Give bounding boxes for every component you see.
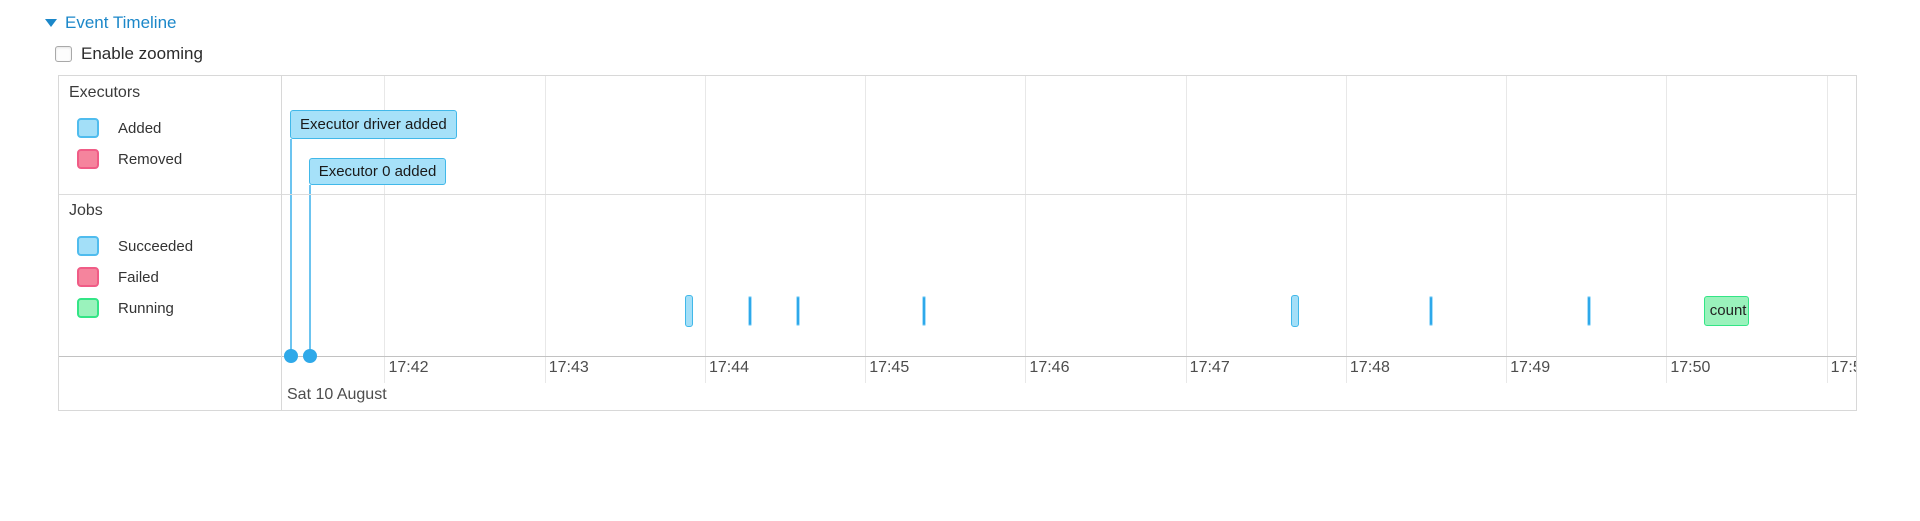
axis-tick (1506, 357, 1508, 383)
legend-swatch-added-icon (77, 118, 99, 138)
legend-swatch-removed-icon (77, 149, 99, 169)
enable-zooming-label[interactable]: Enable zooming (81, 44, 203, 63)
legend-item-added: Added (77, 118, 161, 138)
axis-tick-label: 17:45 (869, 359, 910, 376)
job-event-tick[interactable] (921, 296, 926, 326)
gridline (1666, 76, 1668, 356)
job-event-tick[interactable] (1429, 296, 1434, 326)
axis-tick (384, 357, 386, 383)
legend-label: Failed (118, 268, 159, 286)
lane-divider (59, 194, 1856, 195)
executor-event-box[interactable]: Executor 0 added (308, 158, 447, 185)
group-cell-executors: Executors Added Removed (59, 76, 281, 194)
axis-tick (1345, 357, 1347, 383)
legend-label: Succeeded (118, 237, 194, 255)
executor-event-stem (290, 139, 292, 356)
job-event-box[interactable]: count (1703, 296, 1750, 326)
gridline (1506, 76, 1508, 356)
axis-tick-label: 17:50 (1670, 359, 1711, 376)
executor-event-stem (308, 185, 311, 356)
axis-tick (544, 357, 546, 383)
axis-tick-label: 17:47 (1189, 359, 1230, 376)
axis-tick-label: 17:42 (388, 359, 429, 376)
group-heading-jobs: Jobs (69, 202, 103, 219)
axis-tick-label: 17:46 (1029, 359, 1070, 376)
enable-zooming-row: Enable zooming (55, 44, 203, 64)
axis-tick-label: 17:49 (1510, 359, 1551, 376)
axis-tick (1666, 357, 1668, 383)
executor-event-dot (284, 349, 298, 363)
job-event-bar[interactable] (1291, 295, 1300, 327)
axis-line (59, 356, 1856, 357)
legend-swatch-failed-icon (77, 267, 99, 287)
job-event-tick[interactable] (796, 296, 801, 326)
legend-label: Removed (118, 150, 183, 168)
axis-tick (1025, 357, 1027, 383)
gridline (544, 76, 546, 356)
group-cell-jobs: Jobs Succeeded Failed Running (59, 194, 281, 356)
job-event-tick[interactable] (748, 296, 753, 326)
legend-item-running: Running (77, 298, 174, 318)
timeline-panel: Executors Added Removed Jobs Succeeded Failed… (58, 75, 1857, 411)
group-heading-executors: Executors (69, 84, 141, 101)
gridline (1025, 76, 1027, 356)
job-event-tick[interactable] (1586, 296, 1591, 326)
axis-tick (865, 357, 867, 383)
gridline (1185, 76, 1187, 356)
axis-tick (1185, 357, 1187, 383)
legend-swatch-succeeded-icon (77, 236, 99, 256)
axis-tick-label: 17:43 (548, 359, 589, 376)
axis-tick-label: 17:48 (1349, 359, 1390, 376)
gridline (704, 76, 706, 356)
executor-event-box[interactable]: Executor driver added (290, 110, 457, 139)
legend-label: Added (118, 119, 162, 137)
job-event-bar[interactable] (684, 295, 693, 327)
legend-column: Executors Added Removed Jobs Succeeded Failed… (59, 76, 282, 410)
collapse-arrow-icon (45, 19, 57, 27)
legend-swatch-running-icon (77, 298, 99, 318)
gridline (384, 76, 386, 356)
executor-event-dot (302, 349, 317, 363)
gridline (1826, 76, 1828, 356)
axis-tick (1826, 357, 1828, 383)
legend-item-failed: Failed (77, 267, 159, 287)
axis-major-label: Sat 10 August (287, 386, 387, 403)
legend-item-succeeded: Succeeded (77, 236, 193, 256)
axis-tick-label: 17:44 (708, 359, 749, 376)
chart-area: 17:42 17:43 17:44 17:45 17:46 17:47 17:48 17:49… (283, 76, 1856, 410)
legend-item-removed: Removed (77, 149, 182, 169)
event-timeline-toggle[interactable]: Event Timeline (45, 13, 177, 33)
axis-tick-label: 17:51 (1830, 359, 1856, 376)
gridline (1345, 76, 1347, 356)
page-title[interactable]: Event Timeline (65, 13, 177, 32)
axis-tick (704, 357, 706, 383)
enable-zooming-checkbox[interactable] (55, 46, 72, 62)
legend-label: Running (118, 299, 174, 317)
gridline (865, 76, 867, 356)
